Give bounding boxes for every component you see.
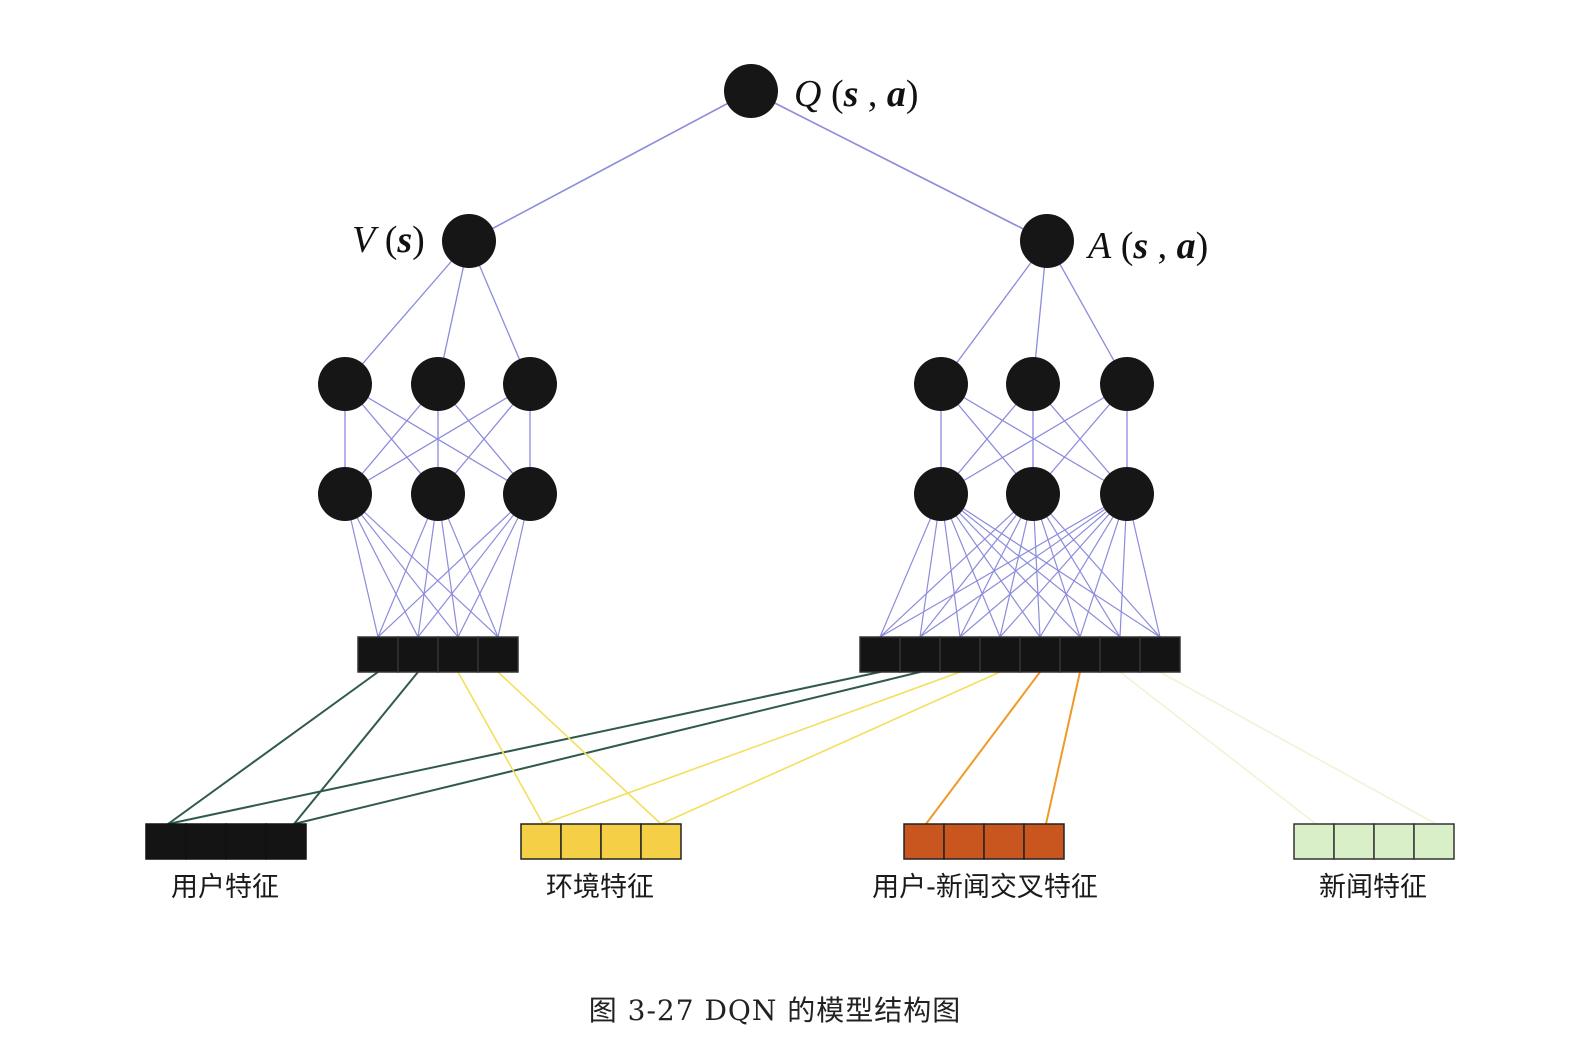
a-input-vector-cell (939, 636, 981, 673)
a-input-vector (859, 636, 1181, 673)
v-input-connection (417, 493, 531, 638)
v-hidden-connection (344, 240, 470, 385)
v-hidden-neuron (411, 357, 465, 411)
value-neuron (442, 214, 496, 268)
q-a-connection (750, 90, 1048, 242)
cross-feature-vector-cell (1023, 823, 1065, 860)
user-feature-vector-cell (265, 823, 307, 860)
cross-feature-vector-cell (943, 823, 985, 860)
a-input-vector-cell (1099, 636, 1141, 673)
advantage-function-label: A (s , a) (1085, 225, 1208, 267)
a-hidden-connection (940, 240, 1048, 385)
news-feature-vector-cell (1373, 823, 1415, 860)
a-input-connection (1032, 493, 1121, 638)
a-input-vector-cell (859, 636, 901, 673)
a-input-vector-cell (1139, 636, 1181, 673)
v-hidden-hidden-connection (344, 383, 531, 495)
a-input-connection (940, 493, 1121, 638)
v-input-vector-cell (437, 636, 479, 673)
user-news-cross-features-label: 用户-新闻交叉特征 (872, 872, 1098, 903)
user-feature-vector-cell (185, 823, 227, 860)
a-hidden-neuron (914, 467, 968, 521)
v-input-vector-cell (357, 636, 399, 673)
advantage-neuron (1020, 214, 1074, 268)
env-feature-link (457, 671, 544, 825)
env-feature-vector-cell (600, 823, 642, 860)
v-input-vector-cell (397, 636, 439, 673)
cross-feature-vector (903, 823, 1065, 860)
a-input-connection (940, 493, 1081, 638)
v-input-vector-cell (477, 636, 519, 673)
a-input-connection (1039, 493, 1128, 638)
user-feature-link (167, 671, 379, 825)
news-feature-vector-cell (1333, 823, 1375, 860)
env-feature-vector-cell (560, 823, 602, 860)
env-feature-link (497, 671, 662, 825)
figure-caption: 图 3-27 DQN 的模型结构图 (589, 994, 962, 1027)
a-input-connection (959, 493, 1128, 638)
a-input-connection (940, 493, 1161, 638)
a-hidden-hidden-connection (940, 383, 1128, 495)
env-feature-vector (520, 823, 682, 860)
environment-features-label: 环境特征 (546, 872, 654, 903)
a-hidden-neuron (914, 357, 968, 411)
cross-feature-vector-cell (903, 823, 945, 860)
news-feature-link (1159, 671, 1437, 825)
v-input-connection (344, 493, 459, 638)
a-input-vector-cell (899, 636, 941, 673)
a-input-connection (999, 493, 1128, 638)
a-input-vector-cell (1019, 636, 1061, 673)
a-input-vector-cell (1059, 636, 1101, 673)
a-input-connection (919, 493, 1128, 638)
a-input-connection (879, 493, 1128, 638)
v-input-connection (344, 493, 499, 638)
a-input-connection (879, 493, 1034, 638)
v-input-vector (357, 636, 519, 673)
v-hidden-neuron (318, 467, 372, 521)
a-input-vector-cell (979, 636, 1021, 673)
q-v-connection (468, 90, 752, 242)
news-feature-vector-cell (1293, 823, 1335, 860)
v-hidden-neuron (503, 467, 557, 521)
a-hidden-neuron (1100, 467, 1154, 521)
env-feature-link (660, 671, 1001, 825)
env-feature-vector-cell (520, 823, 562, 860)
news-feature-vector (1293, 823, 1455, 860)
v-hidden-neuron (411, 467, 465, 521)
news-feature-vector-cell (1413, 823, 1455, 860)
q-output-neuron (724, 64, 778, 118)
v-input-connection (377, 493, 531, 638)
connections (167, 90, 1437, 825)
v-hidden-neuron (503, 357, 557, 411)
value-function-label: V (s) (352, 219, 425, 261)
news-features-label: 新闻特征 (1319, 872, 1427, 903)
neurons (318, 64, 1154, 521)
cross-feature-vector-cell (983, 823, 1025, 860)
a-input-connection (1032, 493, 1161, 638)
q-value-label: Q (s , a) (794, 73, 919, 115)
a-hidden-connection (1046, 240, 1128, 385)
user-feature-link (293, 671, 419, 825)
env-feature-link (542, 671, 961, 825)
user-features-label: 用户特征 (171, 872, 279, 903)
cross-feature-link (1045, 671, 1081, 825)
a-hidden-neuron (1006, 467, 1060, 521)
v-hidden-neuron (318, 357, 372, 411)
user-feature-vector-cell (145, 823, 187, 860)
cross-feature-link (925, 671, 1041, 825)
a-input-connection (940, 493, 1041, 638)
a-input-connection (919, 493, 1034, 638)
user-feature-vector (145, 823, 307, 860)
user-feature-vector-cell (225, 823, 267, 860)
user-feature-link (167, 671, 881, 825)
a-hidden-neuron (1006, 357, 1060, 411)
news-feature-link (1119, 671, 1317, 825)
user-feature-link (293, 671, 921, 825)
env-feature-vector-cell (640, 823, 682, 860)
feature-vectors (145, 636, 1455, 860)
a-hidden-neuron (1100, 357, 1154, 411)
